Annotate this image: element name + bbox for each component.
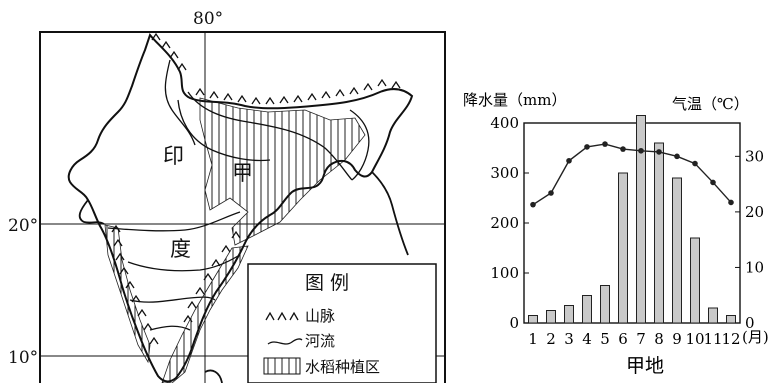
x-tick-label-1: 1	[528, 330, 538, 348]
legend-title: 图 例	[305, 272, 349, 294]
precip-bar-7	[636, 115, 646, 324]
sri-lanka	[204, 369, 223, 383]
left-tick-label-200: 200	[490, 214, 519, 232]
western-ghats-range	[111, 224, 159, 345]
ganges-river	[187, 91, 353, 181]
precip-bar-6	[618, 172, 628, 324]
region-char-jia: 甲	[232, 161, 253, 185]
rivers	[107, 59, 370, 331]
temp-point-4	[584, 144, 590, 150]
temp-point-1	[530, 201, 536, 208]
left-axis-ticks: 0 100 200 300 400	[490, 114, 529, 332]
precip-bar-9	[672, 177, 682, 324]
temp-point-11	[710, 179, 716, 186]
x-tick-label-5: 5	[600, 330, 610, 348]
temp-point-8	[656, 149, 662, 155]
x-unit-label: (月)	[742, 328, 769, 346]
legend-label-mountain: 山脉	[305, 307, 335, 325]
godavari-river	[127, 255, 239, 272]
chart-ylabel-right: 气温（℃）	[672, 95, 749, 113]
himalaya-range	[151, 32, 401, 105]
chart-title: 甲地	[626, 355, 664, 377]
temp-point-3	[566, 157, 572, 164]
temp-point-5	[602, 141, 608, 147]
x-tick-label-4: 4	[582, 330, 592, 348]
vertical-hatch-box	[263, 357, 301, 375]
left-tick-label-0: 0	[509, 314, 519, 332]
temperature-line	[530, 141, 734, 208]
chart-ylabel-left: 降水量（mm）	[463, 91, 566, 109]
left-tick-label-300: 300	[490, 164, 519, 182]
plot-frame	[523, 122, 741, 324]
right-axis-ticks: 0 10 20 30	[735, 147, 764, 332]
longitude-label-80: 80°	[193, 9, 223, 29]
yamuna-river	[177, 99, 271, 162]
temp-point-9	[674, 153, 680, 160]
india-map: 80° 20° 10°	[8, 9, 446, 383]
river-line-symbol	[267, 338, 303, 345]
x-tick-label-11: 11	[703, 330, 722, 348]
narmada-river	[107, 211, 241, 232]
precip-bar-4	[582, 295, 592, 324]
x-tick-label-2: 2	[546, 330, 556, 348]
map-legend: 图 例 山脉 河流 水稻种植区	[247, 263, 437, 383]
temp-point-2	[548, 190, 554, 196]
mountain-ranges	[111, 32, 401, 345]
temperature-curve	[532, 143, 732, 206]
precip-bar-5	[600, 285, 610, 324]
rice-region-ganges	[199, 97, 366, 246]
india-outline	[67, 32, 414, 383]
right-tick-label-20: 20	[745, 203, 764, 221]
precip-bars	[528, 115, 736, 324]
indus-river	[164, 59, 196, 146]
rice-region-west-coast	[104, 224, 151, 364]
right-tick-label-10: 10	[745, 258, 764, 276]
precip-bar-1	[528, 315, 538, 324]
x-tick-label-7: 7	[636, 330, 646, 348]
temp-point-6	[620, 146, 626, 152]
northeast-border	[371, 171, 409, 256]
eastern-ghats-range	[183, 230, 241, 323]
left-tick-label-100: 100	[490, 264, 519, 282]
x-tick-label-12: 12	[721, 330, 740, 348]
temp-point-7	[638, 147, 644, 154]
legend-label-river: 河流	[305, 332, 335, 350]
legend-label-rice: 水稻种植区	[305, 358, 380, 376]
precip-bar-2	[546, 310, 556, 324]
temp-point-10	[692, 160, 698, 167]
precip-bar-11	[708, 307, 718, 324]
brahmaputra-river	[349, 109, 370, 181]
right-tick-label-0: 0	[745, 314, 755, 332]
x-tick-label-9: 9	[672, 330, 682, 348]
map-frame	[39, 31, 446, 383]
precip-bar-8	[654, 142, 664, 324]
region-char-du: 度	[170, 237, 191, 261]
x-tick-label-6: 6	[618, 330, 628, 348]
krishna-river	[129, 296, 216, 303]
latitude-label-20: 20°	[8, 216, 38, 236]
temp-point-12	[728, 199, 734, 206]
precip-bar-12	[726, 315, 736, 324]
latitude-label-10: 10°	[8, 348, 38, 368]
left-tick-label-400: 400	[490, 114, 519, 132]
kaveri-river	[149, 325, 191, 331]
precip-bar-3	[564, 305, 574, 324]
region-char-yin: 印	[163, 144, 184, 168]
right-tick-label-30: 30	[745, 147, 764, 165]
x-tick-label-8: 8	[654, 330, 664, 348]
precip-bar-10	[690, 237, 700, 324]
mountain-range-symbol	[265, 311, 299, 321]
gujarat-coast	[78, 199, 105, 225]
x-tick-label-3: 3	[564, 330, 574, 348]
x-tick-label-10: 10	[685, 330, 704, 348]
